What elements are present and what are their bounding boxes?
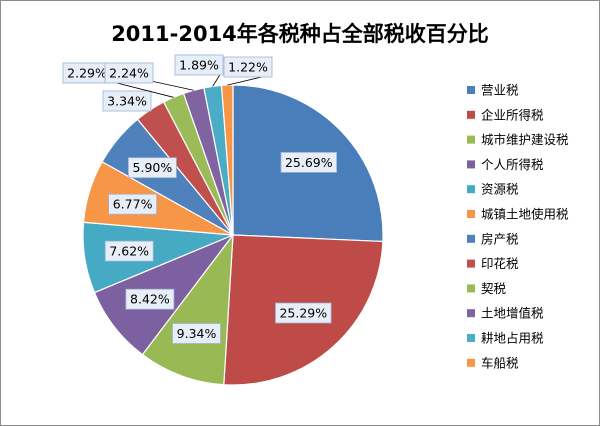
- legend-swatch-11: [467, 334, 475, 342]
- slice-4-data-label: 8.42%: [130, 292, 170, 307]
- slice-12-label-box: [223, 56, 273, 78]
- slice-8-data-label: 3.34%: [107, 94, 147, 109]
- legend-swatch-10: [467, 309, 475, 318]
- slice-6-data-label: 6.77%: [113, 197, 153, 212]
- slice-11-label-box: [174, 54, 224, 76]
- slice-9-leader-line: [108, 80, 174, 98]
- legend-swatch-12: [467, 358, 475, 367]
- slice-4-label-box: [125, 288, 175, 310]
- slice-5-data-label: 7.62%: [109, 244, 149, 259]
- slice-3-label-box: [172, 323, 221, 344]
- legend-label-12: 车船税: [481, 355, 519, 370]
- data-labels: 25.69% 25.29% 9.34% 8.42% 7.62% 6.77% 5.90% 3.3…: [62, 54, 337, 344]
- legend-swatch-1: [467, 86, 475, 94]
- legend-label-1: 营业税: [481, 83, 519, 98]
- slice-11-data-label: 1.89%: [179, 58, 219, 73]
- slice-9-data-label: 2.29%: [67, 66, 107, 81]
- chart-title: 2011-2014年各税种占全部税收百分比: [111, 22, 489, 46]
- legend-label-6: 城镇土地使用税: [481, 207, 569, 222]
- slice-5-label-box: [104, 240, 154, 262]
- legend-label-7: 房产税: [481, 231, 519, 246]
- legend-label-2: 企业所得税: [481, 107, 544, 122]
- legend: 营业税企业所得税城市维护建设税个人所得税资源税城镇土地使用税房产税印花税契税土地…: [467, 83, 569, 370]
- slice-10-data-label: 2.24%: [109, 66, 149, 81]
- legend-swatch-2: [467, 110, 475, 119]
- slice-1-label-box: [280, 151, 337, 173]
- legend-swatch-8: [467, 259, 475, 268]
- pie-slices: [82, 84, 384, 386]
- legend-label-10: 土地增值税: [481, 306, 544, 321]
- slice-6-label-box: [108, 193, 157, 215]
- legend-label-8: 印花税: [481, 256, 519, 271]
- legend-label-3: 城市维护建设税: [481, 132, 569, 147]
- legend-label-11: 耕地占用税: [481, 331, 544, 346]
- slice-8-label-box: [102, 90, 152, 112]
- slice-1-data-label: 25.69%: [285, 155, 333, 170]
- slice-12-data-label: 1.22%: [228, 60, 268, 75]
- slice-3-data-label: 9.34%: [177, 326, 217, 341]
- legend-swatch-4: [467, 160, 475, 169]
- legend-label-4: 个人所得税: [481, 157, 544, 172]
- legend-swatch-9: [467, 284, 475, 293]
- legend-swatch-5: [467, 185, 475, 194]
- slice-7-data-label: 5.90%: [133, 160, 173, 175]
- legend-label-5: 资源税: [481, 182, 519, 197]
- legend-label-9: 契税: [481, 281, 507, 296]
- legend-swatch-6: [467, 210, 475, 218]
- slice-10-label-box: [104, 62, 154, 84]
- legend-swatch-3: [467, 135, 475, 144]
- legend-swatch-7: [467, 234, 475, 243]
- slice-3-wedge: [141, 233, 234, 386]
- slice-7-label-box: [128, 157, 177, 179]
- slice-2-label-box: [275, 302, 332, 324]
- slice-10-leader-line: [150, 80, 194, 91]
- slice-2-data-label: 25.29%: [279, 306, 327, 321]
